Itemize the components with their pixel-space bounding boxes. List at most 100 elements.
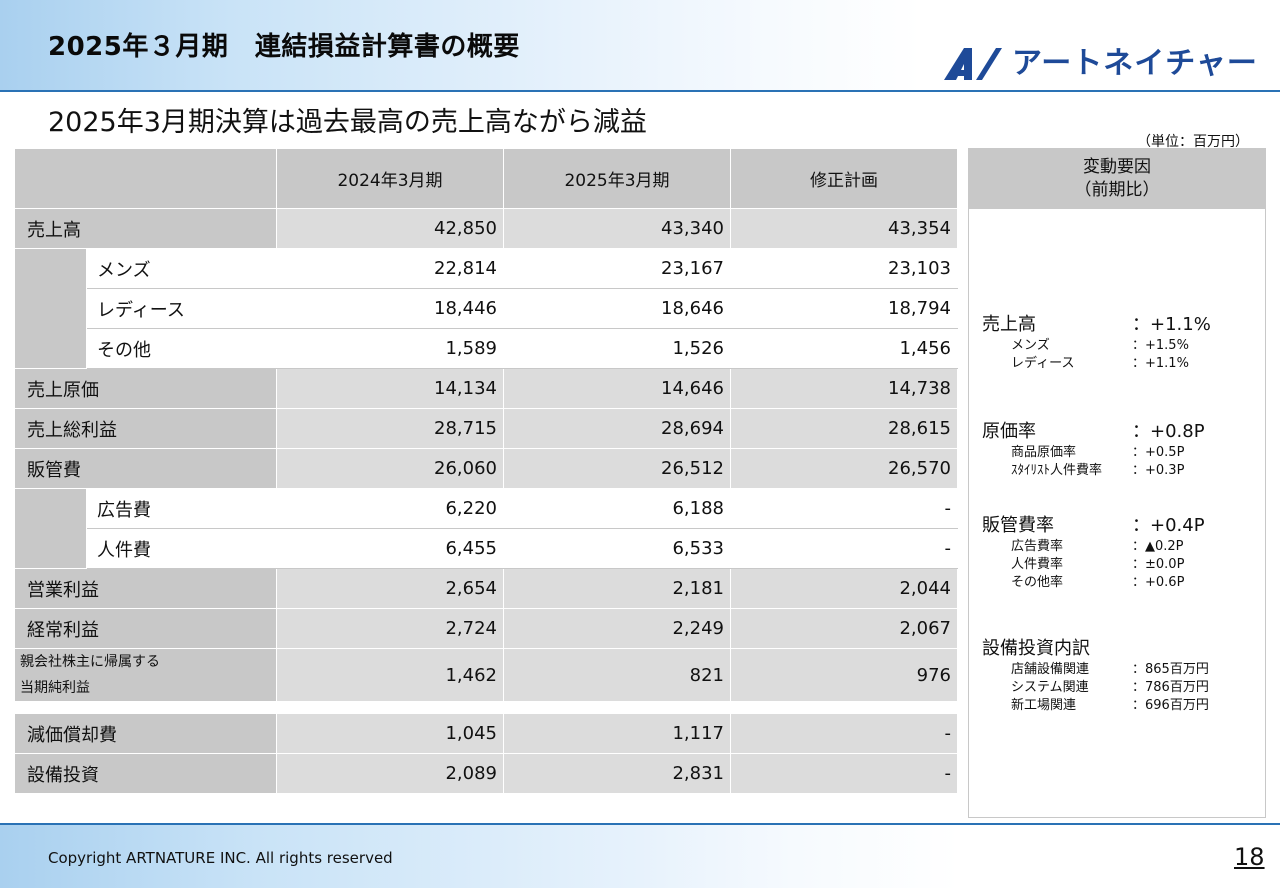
cell-value: 18,446 (276, 288, 504, 329)
table-row: 売上総利益 28,715 28,694 28,615 (14, 408, 958, 449)
row-label: 販管費 (14, 448, 277, 489)
cell-value: 2,724 (276, 608, 504, 649)
cell-value: 28,715 (276, 408, 504, 449)
panel-header-line: （前期比） (1074, 180, 1160, 200)
cell-value: 43,354 (730, 208, 958, 249)
header-blank (14, 148, 277, 209)
cell-value: - (730, 528, 958, 569)
column-header: 修正計画 (730, 148, 958, 209)
cell-value: 1,117 (503, 713, 731, 754)
cell-value: 14,646 (503, 368, 731, 409)
row-label: 営業利益 (14, 568, 277, 609)
cell-value: 23,167 (503, 248, 731, 289)
table-row: 売上高 42,850 43,340 43,354 (14, 208, 958, 249)
factor-group-capex: 設備投資内訳 店舗設備関連 ：865百万円 システム関連 ：786百万円 新工場関連… (982, 636, 1262, 713)
factor-sub-value: ：+0.5P (1132, 444, 1185, 460)
row-label-line: 親会社株主に帰属する (20, 654, 160, 670)
table-row: 営業利益 2,654 2,181 2,044 (14, 568, 958, 609)
factor-label: 設備投資内訳 (982, 638, 1090, 659)
table-row: 広告費 6,220 6,188 - (14, 488, 958, 569)
table-row: 減価償却費 1,045 1,117 - (14, 713, 958, 754)
cell-value: 43,340 (503, 208, 731, 249)
table-row: 販管費 26,060 26,512 26,570 (14, 448, 958, 489)
factor-sub-value: ：±0.0P (1132, 556, 1185, 572)
cell-value: 6,455 (276, 528, 504, 569)
row-label-two-line: 親会社株主に帰属する 当期純利益 (14, 648, 277, 702)
factor-sub-label: 商品原価率 (1011, 444, 1077, 460)
row-label: 経常利益 (14, 608, 277, 649)
header-band (0, 0, 1280, 92)
table-header-row: 2024年3月期 2025年3月期 修正計画 (14, 148, 958, 209)
row-label-line: 当期純利益 (20, 680, 90, 696)
factor-sub-label: メンズ (1011, 337, 1050, 353)
cell-value: 42,850 (276, 208, 504, 249)
subtitle: 2025年3月期決算は過去最高の売上高ながら減益 (48, 107, 647, 138)
factor-sub-value: ：▲0.2P (1132, 538, 1184, 554)
row-label: 減価償却費 (14, 713, 277, 754)
factor-group-sales: 売上高 ：+1.1% メンズ ：+1.5% レディース ：+1.1% (982, 312, 1262, 371)
row-label: メンズ (86, 248, 277, 289)
factor-sub-label: 新工場関連 (1011, 697, 1077, 713)
factor-sub-value: ：+1.1% (1132, 355, 1189, 371)
factor-sub-value: ：+0.6P (1132, 574, 1185, 590)
factor-label: 原価率 (982, 421, 1036, 442)
copyright-text: Copyright ARTNATURE INC. All rights rese… (48, 849, 393, 867)
cell-value: 976 (730, 648, 958, 702)
cell-value: - (730, 488, 958, 529)
indent-spacer (14, 488, 87, 569)
company-logo: アートネイチャー (942, 44, 1267, 84)
row-label: 売上原価 (14, 368, 277, 409)
page-title: 2025年３月期 連結損益計算書の概要 (48, 32, 520, 62)
page-number: 18 (1234, 843, 1265, 871)
cell-value: 1,526 (503, 328, 731, 369)
factor-sub-label: その他率 (1011, 574, 1064, 590)
row-label: レディース (86, 288, 277, 329)
cell-value: 18,794 (730, 288, 958, 329)
cell-value: 14,738 (730, 368, 958, 409)
table-row: 経常利益 2,724 2,249 2,067 (14, 608, 958, 649)
table-row: 人件費 6,455 6,533 - (15, 528, 958, 569)
cell-value: 1,456 (730, 328, 958, 369)
cell-value: - (730, 753, 958, 794)
footer-band (0, 823, 1280, 888)
factor-sub-label: システム関連 (1011, 679, 1089, 695)
row-label: 人件費 (86, 528, 277, 569)
cell-value: 2,089 (276, 753, 504, 794)
cell-value: 2,044 (730, 568, 958, 609)
factor-sub-value: ：+1.5% (1132, 337, 1189, 353)
cell-value: 14,134 (276, 368, 504, 409)
cell-value: 28,694 (503, 408, 731, 449)
row-label: 売上高 (14, 208, 277, 249)
factor-sub-value: ：786百万円 (1132, 679, 1209, 695)
income-statement-table: 2024年3月期 2025年3月期 修正計画 売上高 42,850 43,340… (14, 148, 958, 794)
row-label: 広告費 (86, 488, 277, 529)
cell-value: 18,646 (503, 288, 731, 329)
table-row: 親会社株主に帰属する 当期純利益 1,462 821 976 (14, 648, 958, 702)
factor-sub-value: ：865百万円 (1132, 661, 1209, 677)
table-row: 売上原価 14,134 14,646 14,738 (14, 368, 958, 409)
panel-header: 変動要因 （前期比） (969, 149, 1265, 209)
cell-value: 2,181 (503, 568, 731, 609)
cell-value: 2,831 (503, 753, 731, 794)
logo-text: アートネイチャー (1012, 46, 1258, 81)
column-header: 2025年3月期 (503, 148, 731, 209)
cell-value: 2,654 (276, 568, 504, 609)
factor-group-cost-ratio: 原価率 ：+0.8P 商品原価率 ：+0.5P ｽﾀｲﾘｽﾄ人件費率 ：+0.3P (982, 419, 1262, 478)
cell-value: 6,220 (276, 488, 504, 529)
factor-sub-label: 人件費率 (1011, 556, 1064, 572)
cell-value: 22,814 (276, 248, 504, 289)
cell-value: 1,045 (276, 713, 504, 754)
factor-sub-label: ｽﾀｲﾘｽﾄ人件費率 (1011, 462, 1103, 478)
factor-sub-value: ：+0.3P (1132, 462, 1185, 478)
row-label: その他 (86, 328, 277, 369)
row-label: 売上総利益 (14, 408, 277, 449)
cell-value: 821 (503, 648, 731, 702)
unit-note: （単位：百万円） (1137, 134, 1249, 150)
cell-value: 6,533 (503, 528, 731, 569)
table-row: メンズ 22,814 23,167 23,103 (14, 248, 958, 369)
change-factors-panel: 変動要因 （前期比） 売上高 ：+1.1% メンズ ：+1.5% レディース ：+1.… (968, 148, 1266, 818)
table-row: その他 1,589 1,526 1,456 (15, 328, 958, 369)
cell-value: 23,103 (730, 248, 958, 289)
factor-sub-label: 店舗設備関連 (1011, 661, 1090, 677)
row-label: 設備投資 (14, 753, 277, 794)
